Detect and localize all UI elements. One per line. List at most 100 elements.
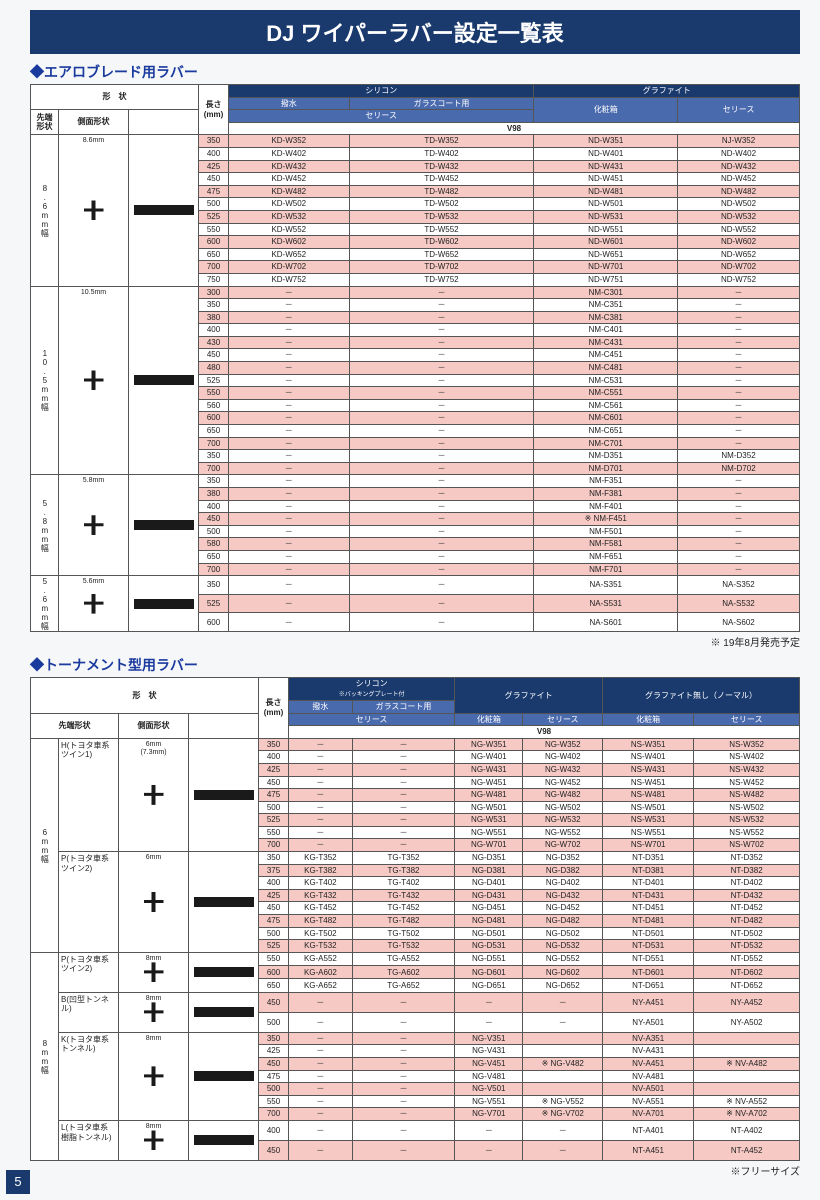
value-cell2: － (289, 801, 353, 814)
value-cell: － (349, 550, 534, 563)
value-cell: － (678, 500, 800, 513)
value-cell: TD-W482 (349, 185, 534, 198)
value-cell2: NT-D402 (694, 877, 800, 890)
value-cell: － (349, 425, 534, 438)
value-cell: TD-W352 (349, 135, 534, 148)
value-cell2: NG-D601 (455, 966, 523, 979)
value-cell: － (678, 324, 800, 337)
value-cell2: NT-D352 (694, 852, 800, 865)
length-cell2: 450 (259, 992, 289, 1012)
table-row: 8mm幅P(トヨタ車系ツイン2)8mm550KG-A552TG-A552NG-D… (31, 952, 800, 965)
value-cell2: NG-D482 (523, 915, 603, 928)
value-cell2: NY-A501 (603, 1012, 694, 1032)
value-cell2: NG-V451 (455, 1058, 523, 1071)
length-cell2: 350 (259, 852, 289, 865)
value-cell2: NT-D601 (603, 966, 694, 979)
value-cell2: NG-D531 (455, 940, 523, 953)
section2-heading: トーナメント型用ラバー (30, 655, 800, 675)
value-cell2: TG-A552 (352, 952, 454, 965)
shape-label: 5.8mm幅 (31, 475, 59, 576)
value-cell2: NG-V351 (455, 1032, 523, 1045)
length-cell: 650 (199, 248, 229, 261)
length-cell: 475 (199, 185, 229, 198)
value-cell2: － (289, 826, 353, 839)
value-cell: － (229, 324, 350, 337)
value-cell2: NS-W432 (694, 763, 800, 776)
value-cell: － (678, 374, 800, 387)
value-cell2: － (352, 801, 454, 814)
value-cell2: － (352, 1058, 454, 1071)
value-cell: TD-W452 (349, 173, 534, 186)
value-cell2: ※ NV-A482 (694, 1058, 800, 1071)
value-cell2: － (289, 1012, 353, 1032)
tip-shape-cell2: 8mm (119, 1120, 189, 1160)
length-cell: 350 (199, 299, 229, 312)
value-cell2: － (352, 992, 454, 1012)
length-cell: 450 (199, 349, 229, 362)
value-cell2: NT-A401 (603, 1120, 694, 1140)
length-cell: 350 (199, 475, 229, 488)
value-cell2: NT-A402 (694, 1120, 800, 1140)
width-label: 6mm幅 (31, 738, 59, 952)
value-cell2: NG-W352 (523, 738, 603, 751)
value-cell2: NG-W452 (523, 776, 603, 789)
value-cell2: － (352, 1012, 454, 1032)
value-cell2: NV-A481 (603, 1070, 694, 1083)
value-cell: － (229, 450, 350, 463)
series2c: セリース (694, 713, 800, 726)
value-cell: － (349, 538, 534, 551)
value-cell: － (229, 538, 350, 551)
value-cell2: NT-D501 (603, 927, 694, 940)
value-cell: － (229, 488, 350, 501)
value-cell2: NG-W701 (455, 839, 523, 852)
value-cell2: NT-D602 (694, 966, 800, 979)
value-cell: ND-W601 (534, 236, 678, 249)
value-cell2: KG-T452 (289, 902, 353, 915)
value-cell2 (694, 1083, 800, 1096)
value-cell2: NG-W451 (455, 776, 523, 789)
length-cell2: 550 (259, 826, 289, 839)
value-cell: NM-C401 (534, 324, 678, 337)
value-cell2: － (352, 789, 454, 802)
value-cell2: NT-D532 (694, 940, 800, 953)
value-cell: NJ-W352 (678, 135, 800, 148)
value-cell: － (349, 412, 534, 425)
series2b: セリース (523, 713, 603, 726)
value-cell2: NG-D431 (455, 889, 523, 902)
value-cell2: NS-W452 (694, 776, 800, 789)
value-cell: NA-S601 (534, 613, 678, 632)
value-cell: ND-W552 (678, 223, 800, 236)
value-cell2: － (289, 1083, 353, 1096)
value-cell: NM-F401 (534, 500, 678, 513)
value-cell2: TG-T482 (352, 915, 454, 928)
width-label: 8mm幅 (31, 952, 59, 1160)
value-cell: ND-W501 (534, 198, 678, 211)
value-cell2: － (352, 1032, 454, 1045)
length-cell: 300 (199, 286, 229, 299)
value-cell2: ※ NG-V482 (523, 1058, 603, 1071)
value-cell2: NV-A431 (603, 1045, 694, 1058)
value-cell: － (349, 513, 534, 526)
value-cell2: － (289, 776, 353, 789)
value-cell2: KG-A602 (289, 966, 353, 979)
value-cell: － (349, 500, 534, 513)
value-cell: － (678, 513, 800, 526)
value-cell2 (694, 1045, 800, 1058)
value-cell: ND-W651 (534, 248, 678, 261)
value-cell: － (678, 286, 800, 299)
keshou2b: 化粧箱 (603, 713, 694, 726)
value-cell2: NS-W502 (694, 801, 800, 814)
length-cell2: 450 (259, 902, 289, 915)
value-cell: － (678, 563, 800, 576)
value-cell2: NG-V551 (455, 1095, 523, 1108)
value-cell2: － (289, 1108, 353, 1121)
v98-row: V98 (229, 122, 800, 135)
section1-footnote: ※ 19年8月発売予定 (30, 634, 800, 649)
length-cell2: 525 (259, 940, 289, 953)
value-cell2: KG-A552 (289, 952, 353, 965)
value-cell: ND-W431 (534, 160, 678, 173)
value-cell2: NT-D452 (694, 902, 800, 915)
length-cell2: 550 (259, 952, 289, 965)
value-cell: ND-W351 (534, 135, 678, 148)
value-cell: － (349, 462, 534, 475)
